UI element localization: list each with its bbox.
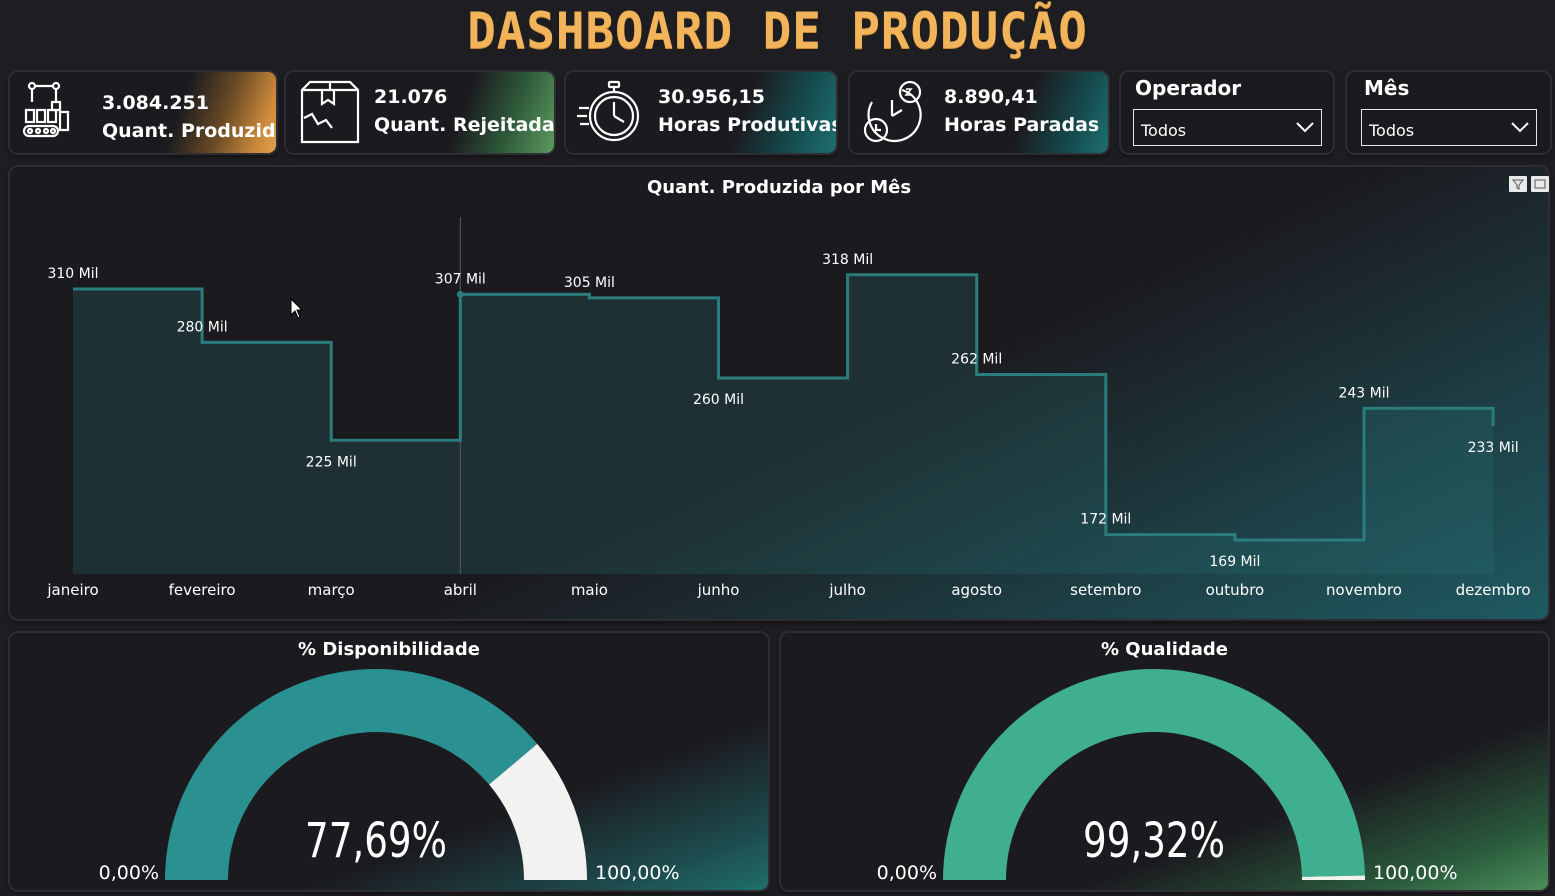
gauge-min-label: 0,00% [99,862,159,884]
dropdown-value: Todos [1369,121,1415,140]
sleeping-clock-icon [863,80,922,143]
chart-plot: 310 Mil janeiro 280 Mil fevereiro 225 Mil mar… [46,217,1531,599]
chevron-down-icon [1296,122,1314,133]
gauge-min-label: 0,00% [877,862,937,884]
kpi-horas-paradas: 8.890,41 Horas Paradas [850,72,1108,153]
gauge-qualidade-card: % Qualidade 99,32% 0,00% 100,00% [781,633,1548,890]
gauge-disponibilidade-card: % Disponibilidade 77,69% 0,00% 100,00% [10,633,768,890]
page-title: DASHBOARD DE PRODUÇÃO [467,2,1088,60]
chart-quant-produzida-por-mes: Quant. Produzida por Mês 310 Mil janeiro 2… [10,167,1548,619]
filter-icon[interactable] [1509,176,1527,192]
data-label: 318 Mil [822,252,873,268]
gauge-max-label: 100,00% [1373,862,1458,884]
x-tick-label: agosto [951,581,1002,599]
operador-dropdown[interactable]: Todos [1133,109,1322,146]
x-tick-label: maio [571,581,608,599]
kpi-label: Quant. Produzida [102,120,276,142]
dropdown-value: Todos [1141,121,1187,140]
slicer-title: Mês [1364,76,1410,100]
x-tick-label: novembro [1326,581,1402,599]
x-tick-label: dezembro [1456,581,1531,599]
data-label: 310 Mil [47,266,98,282]
slicer-title: Operador [1135,76,1242,100]
data-label: 225 Mil [306,454,357,470]
kpi-label: Quant. Rejeitada [374,114,554,136]
data-label: 305 Mil [564,275,615,291]
x-tick-label: fevereiro [169,581,236,599]
kpi-value: 8.890,41 [944,86,1038,108]
x-tick-label: março [308,581,355,599]
kpi-value: 21.076 [374,86,448,108]
gauge-qualidade: 99,32% 0,00% 100,00% [877,669,1458,884]
area-fill [73,274,1494,574]
slicer-mes: Mês Todos [1347,72,1550,153]
gauge-max-label: 100,00% [595,862,680,884]
gauge-remainder [1301,875,1365,880]
kpi-label: Horas Produtivas [658,114,836,136]
gauge-title: % Qualidade [1100,639,1229,660]
gauge-disponibilidade: 77,69% 0,00% 100,00% [99,669,680,884]
hover-point [456,290,464,298]
mes-dropdown[interactable]: Todos [1361,109,1537,146]
x-tick-label: junho [697,581,740,599]
mouse-cursor-icon [290,298,304,319]
chart-title: Quant. Produzida por Mês [646,177,912,198]
x-tick-label: setembro [1070,581,1141,599]
data-label: 233 Mil [1468,440,1519,456]
damaged-box-icon [300,80,360,144]
gauge-fill [165,669,538,880]
gauge-remainder [489,743,587,880]
kpi-value: 3.084.251 [102,92,209,114]
x-tick-label: janeiro [46,581,98,599]
chevron-down-icon [1511,122,1529,133]
data-label: 243 Mil [1338,385,1389,401]
gauge-value: 77,69% [305,813,447,869]
x-tick-label: julho [828,581,866,599]
data-label: 172 Mil [1080,512,1131,528]
gauge-fill [943,669,1365,880]
kpi-value: 30.956,15 [658,86,765,108]
gauge-title: % Disponibilidade [298,639,480,660]
data-label: 260 Mil [693,392,744,408]
robot-arm-factory-icon [22,81,70,138]
stopwatch-icon [577,80,640,142]
focus-mode-icon[interactable] [1531,176,1549,192]
data-label: 280 Mil [177,319,228,335]
x-tick-label: abril [444,581,477,599]
kpi-label: Horas Paradas [944,114,1100,136]
data-label: 307 Mil [435,271,486,287]
slicer-operador: Operador Todos [1121,72,1333,153]
kpi-horas-produtivas: 30.956,15 Horas Produtivas [566,72,836,153]
x-tick-label: outubro [1206,581,1265,599]
data-label: 262 Mil [951,351,1002,367]
kpi-quant-rejeitada: 21.076 Quant. Rejeitada [286,72,554,153]
gauge-value: 99,32% [1083,813,1225,869]
series-line [73,273,1495,542]
data-label: 169 Mil [1209,554,1260,570]
kpi-quant-produzida: 3.084.251 Quant. Produzida [10,72,276,153]
